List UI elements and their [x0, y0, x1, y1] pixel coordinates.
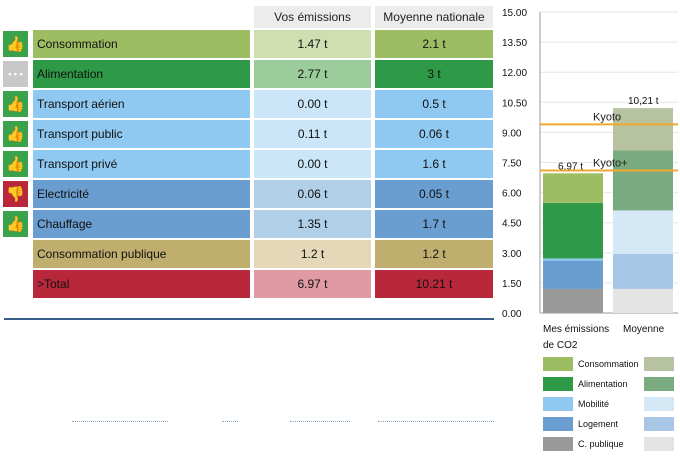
row-label: Chauffage — [33, 210, 250, 238]
category-label: Mes émissions — [543, 324, 609, 335]
your-value: 0.00 t — [254, 90, 371, 118]
thumbs-up-icon[interactable]: 👍 — [3, 91, 28, 117]
your-value: 1.47 t — [254, 30, 371, 58]
legend-label: Consommation — [578, 359, 639, 369]
bar-total-label: 6,97 t — [558, 161, 583, 172]
legend-swatch — [543, 377, 573, 391]
more-icon[interactable]: • • • — [3, 61, 28, 87]
national-value: 0.06 t — [375, 120, 493, 148]
table-row: 👍 Transport aérien 0.00 t 0.5 t — [0, 90, 495, 118]
legend-swatch — [644, 417, 674, 431]
national-value: 3 t — [375, 60, 493, 88]
bar-segment — [543, 288, 603, 313]
bar-segment — [543, 202, 603, 259]
y-tick-label: 10.50 — [502, 98, 527, 109]
dotted-line — [290, 421, 350, 423]
y-tick-label: 3.00 — [502, 249, 522, 260]
bar-segment — [543, 173, 603, 203]
y-tick-label: 1.50 — [502, 279, 522, 290]
legend-label: Mobilité — [578, 399, 610, 409]
legend-label: C. publique — [578, 439, 624, 449]
bar-segment — [613, 210, 673, 254]
row-label: Transport privé — [33, 150, 250, 178]
bar-segment — [613, 288, 673, 313]
your-value: 2.77 t — [254, 60, 371, 88]
row-label: Consommation publique — [33, 240, 250, 268]
legend-swatch — [543, 437, 573, 451]
y-tick-label: 6.00 — [502, 189, 522, 200]
dotted-line — [222, 421, 238, 423]
category-label: Moyenne — [623, 324, 665, 335]
y-tick-label: 7.50 — [502, 159, 522, 170]
header-yours: Vos émissions — [254, 6, 371, 28]
national-value: 1.7 t — [375, 210, 493, 238]
national-value: 1.2 t — [375, 240, 493, 268]
your-value: 6.97 t — [254, 270, 371, 298]
y-tick-label: 0.00 — [502, 309, 522, 320]
y-tick-label: 15.00 — [502, 8, 527, 19]
reference-line-label: Kyoto — [593, 111, 621, 123]
table-row: 👍 Chauffage 1.35 t 1.7 t — [0, 210, 495, 238]
emissions-chart: 0.00 1.50 3.00 4.50 6.00 7.50 9.00 10.50 12.00 13… — [502, 8, 678, 351]
dotted-line — [72, 421, 168, 423]
national-value: 10.21 t — [375, 270, 493, 298]
legend-swatch — [543, 357, 573, 371]
thumbs-up-icon[interactable]: 👍 — [3, 151, 28, 177]
y-tick-label: 9.00 — [502, 128, 522, 139]
table-row: 👎 Electricité 0.06 t 0.05 t — [0, 180, 495, 208]
table-row: Consommation publique 1.2 t 1.2 t — [0, 240, 495, 268]
legend-swatch — [644, 397, 674, 411]
national-value: 0.5 t — [375, 90, 493, 118]
separator — [4, 318, 494, 320]
bar-total-label: 10,21 t — [628, 96, 659, 107]
legend-label: Alimentation — [578, 379, 628, 389]
your-value: 0.11 t — [254, 120, 371, 148]
row-label: Transport public — [33, 120, 250, 148]
legend-label: Logement — [578, 419, 619, 429]
thumbs-up-icon[interactable]: 👍 — [3, 121, 28, 147]
legend-swatch — [543, 397, 573, 411]
table-row: 👍 Transport privé 0.00 t 1.6 t — [0, 150, 495, 178]
thumbs-down-icon[interactable]: 👎 — [3, 181, 28, 207]
row-label: Electricité — [33, 180, 250, 208]
legend-swatch — [644, 357, 674, 371]
your-value: 0.00 t — [254, 150, 371, 178]
row-label: Alimentation — [33, 60, 250, 88]
thumbs-up-icon[interactable]: 👍 — [3, 211, 28, 237]
bar-segment — [543, 258, 603, 261]
your-value: 1.2 t — [254, 240, 371, 268]
dotted-line — [378, 421, 494, 423]
row-label: Consommation — [33, 30, 250, 58]
category-label: de CO2 — [543, 340, 578, 351]
national-value: 1.6 t — [375, 150, 493, 178]
reference-line-label: Kyoto+ — [593, 158, 628, 170]
table-row: >Total 6.97 t 10.21 t — [0, 270, 495, 298]
header-national: Moyenne nationale — [375, 6, 493, 28]
bar-segment — [613, 253, 673, 289]
legend-swatch — [644, 437, 674, 451]
legend-swatch — [543, 417, 573, 431]
your-value: 0.06 t — [254, 180, 371, 208]
national-value: 2.1 t — [375, 30, 493, 58]
legend-swatch — [644, 377, 674, 391]
row-label: >Total — [33, 270, 250, 298]
national-value: 0.05 t — [375, 180, 493, 208]
row-label: Transport aérien — [33, 90, 250, 118]
bar-segment — [613, 108, 673, 151]
bar-segment — [613, 150, 673, 211]
your-value: 1.35 t — [254, 210, 371, 238]
bar-segment — [543, 260, 603, 289]
y-tick-label: 12.00 — [502, 68, 527, 79]
y-tick-label: 13.50 — [502, 38, 527, 49]
table-row: 👍 Consommation 1.47 t 2.1 t — [0, 30, 495, 58]
thumbs-up-icon[interactable]: 👍 — [3, 31, 28, 57]
y-tick-label: 4.50 — [502, 219, 522, 230]
table-row: 👍 Transport public 0.11 t 0.06 t — [0, 120, 495, 148]
